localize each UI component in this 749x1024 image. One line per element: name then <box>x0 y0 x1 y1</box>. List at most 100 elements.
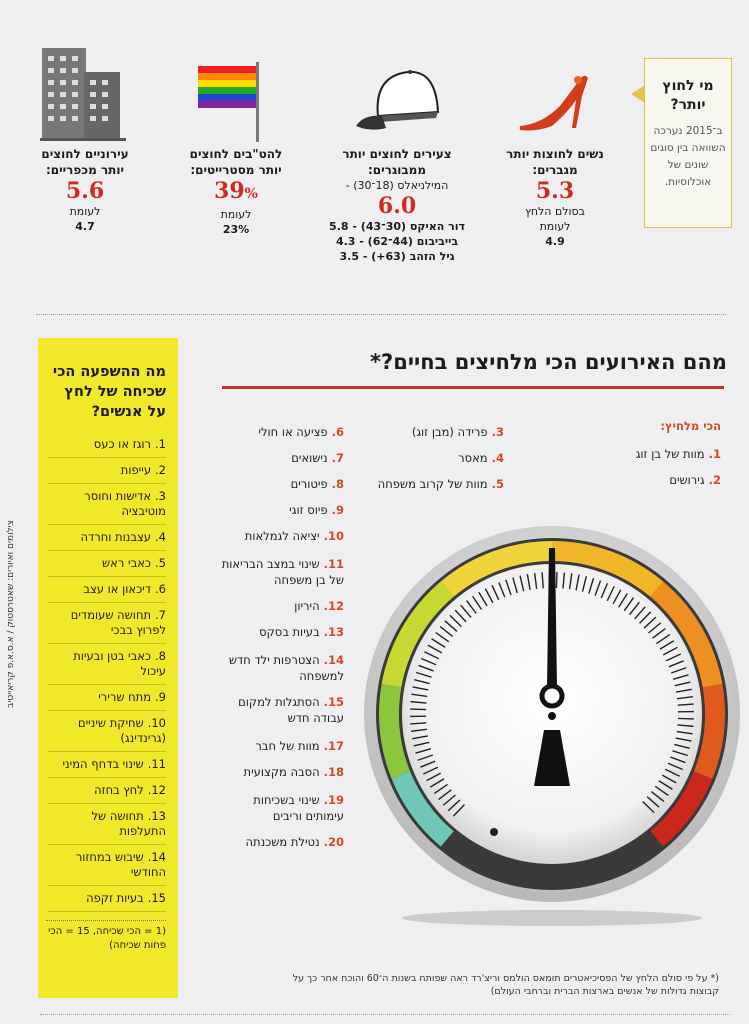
stress-event-rank: 14. <box>323 653 344 667</box>
gauge-tick <box>674 681 691 687</box>
gauge-tick <box>672 674 689 680</box>
gauge-tick <box>526 574 531 591</box>
gauge-tick <box>575 574 580 591</box>
stress-event-text: הסתגלות למקום עבודה חדש <box>238 695 344 725</box>
gauge-tick <box>658 780 673 790</box>
stress-event-text: נטילת משכנתה <box>245 835 320 849</box>
gauge-tick <box>465 600 477 614</box>
urban-stat: עירוניים לחוצים יותר מכפריים: 5.6 לעומת … <box>30 146 140 234</box>
women-stat: נשים לחוצות יותר מגברים: 5.3 בסולם הלחץ … <box>505 146 605 249</box>
scale-footnote: (* על פי סולם הלחץ של הפסיכיאטרים תומאס … <box>292 973 719 997</box>
stress-event-rank: 15. <box>323 695 344 709</box>
gauge-tick <box>512 577 518 594</box>
high-heel-icon <box>520 75 588 131</box>
stress-effect-text: שיבוש במחזור החודשי <box>75 850 166 879</box>
gauge-tick <box>652 627 666 639</box>
stress-effect-text: עייפות <box>120 463 152 477</box>
gauge-tick <box>421 657 437 666</box>
gauge-tick <box>623 597 635 612</box>
gauge-tick <box>414 678 430 685</box>
stress-event-item: 17.מוות של חבר <box>214 738 344 754</box>
stress-event-text: פציעה או חולי <box>258 425 328 439</box>
stress-effect-item: 12.לחץ בחזה <box>48 778 166 804</box>
stress-effect-number: 5. <box>155 556 166 570</box>
stress-effect-item: 5.כאבי ראש <box>48 551 166 577</box>
urban-head: עירוניים לחוצים יותר מכפריים: <box>41 147 129 177</box>
gauge-tick <box>472 595 483 610</box>
gauge-color-arcs <box>379 541 725 847</box>
gauge-tick <box>672 750 688 757</box>
gauge-tick <box>568 573 573 590</box>
gauge-tick <box>541 572 544 589</box>
stress-effect-text: רוגז או כעס <box>93 437 152 451</box>
gauge-tick <box>670 756 686 764</box>
stress-event-rank: 4. <box>491 451 504 465</box>
gauge-tick <box>648 622 662 634</box>
stress-effect-number: 2. <box>155 463 166 477</box>
gauge-arc-segment <box>650 581 723 688</box>
young-l1: המילניאלס (18־30) - <box>345 179 449 192</box>
stress-effect-item: 6.דיכאון או עצב <box>48 577 166 603</box>
gauge-tick <box>410 708 427 711</box>
stress-effect-number: 3. <box>155 489 166 503</box>
gauge-tick <box>676 730 693 735</box>
stress-event-rank: 19. <box>323 793 344 807</box>
stress-effect-text: שחיקת שיניים (גרינדינג) <box>77 716 166 745</box>
lgbt-head: להט"בים לחוצים יותר מסטרייטים: <box>189 147 283 177</box>
stress-event-rank: 5. <box>491 477 504 491</box>
stress-effect-item: 7.תחושה שעומדים לפרוץ בבכי <box>48 603 166 644</box>
stress-effect-item: 11.שינוי בדחף המיני <box>48 752 166 778</box>
gauge-arc-segment <box>391 771 454 847</box>
gauge-tick <box>423 766 439 775</box>
bottom-divider <box>40 1014 730 1015</box>
gauge-tick <box>674 743 690 750</box>
stress-effect-item: 2.עייפות <box>48 458 166 484</box>
stress-effect-number: 6. <box>155 582 166 596</box>
young-row: גיל הזהב (63+) - 3.5 <box>339 250 455 263</box>
stress-event-text: יציאה לגמלאות <box>244 529 320 543</box>
stress-effect-text: שינוי בדחף המיני <box>62 757 144 771</box>
stress-event-item: 13.בעיות בסקס <box>214 624 344 640</box>
building-icon <box>40 48 126 141</box>
gauge-arc-segment <box>381 581 454 688</box>
gauge-tick <box>629 601 640 616</box>
urban-value: 5.6 <box>65 178 105 204</box>
young-stat: צעירים לחוצים יותר ממבוגרים: המילניאלס (… <box>322 146 472 264</box>
stress-event-rank: 11. <box>323 557 344 571</box>
lgbt-compare: 23% <box>222 223 250 236</box>
gauge-tick <box>588 578 595 594</box>
stress-event-text: שינוי במצב הבריאות של בן משפחה <box>221 557 344 587</box>
stress-effect-number: 4. <box>155 530 166 544</box>
gauge-tick <box>675 688 692 693</box>
gauge-ticks <box>410 572 694 817</box>
gauge-tick <box>650 791 665 802</box>
stress-event-item: 2.גירושים <box>601 472 721 488</box>
headline-underline <box>222 386 724 389</box>
young-value: 6.0 <box>377 193 417 219</box>
gauge-tick <box>664 768 680 777</box>
stress-event-item: 5.מוות של קרוב משפחה <box>354 476 504 492</box>
gauge-arc-segment <box>693 683 725 779</box>
stress-event-item: 7.נישואים <box>214 450 344 466</box>
stress-event-text: גירושים <box>669 473 705 487</box>
gauge-tick <box>447 799 461 812</box>
stress-event-text: מאסר <box>458 451 488 465</box>
stress-event-rank: 12. <box>323 599 344 613</box>
gauge-tick <box>427 644 443 654</box>
gauge-tick <box>410 722 427 725</box>
stress-event-rank: 9. <box>331 503 344 517</box>
stress-event-item: 10.יציאה לגמלאות <box>214 528 344 544</box>
stress-event-item: 11.שינוי במצב הבריאות של בן משפחה <box>214 556 344 588</box>
stress-effect-number: 14. <box>147 850 166 864</box>
stress-effect-text: עצבנות וחרדה <box>80 530 152 544</box>
stress-event-item: 9.פיוס זוגי <box>214 502 344 518</box>
gauge-tick <box>444 620 458 632</box>
gauge-tick <box>606 586 615 602</box>
stress-event-rank: 10. <box>323 529 344 543</box>
stress-effect-text: כאבי ראש <box>102 556 152 570</box>
young-row: דור האיקס (30־43) - 5.8 <box>329 220 465 233</box>
gauge-tick <box>661 774 677 784</box>
gauge-tick <box>424 651 440 660</box>
urban-l2: לעומת <box>69 205 101 218</box>
stress-event-rank: 2. <box>708 473 721 487</box>
